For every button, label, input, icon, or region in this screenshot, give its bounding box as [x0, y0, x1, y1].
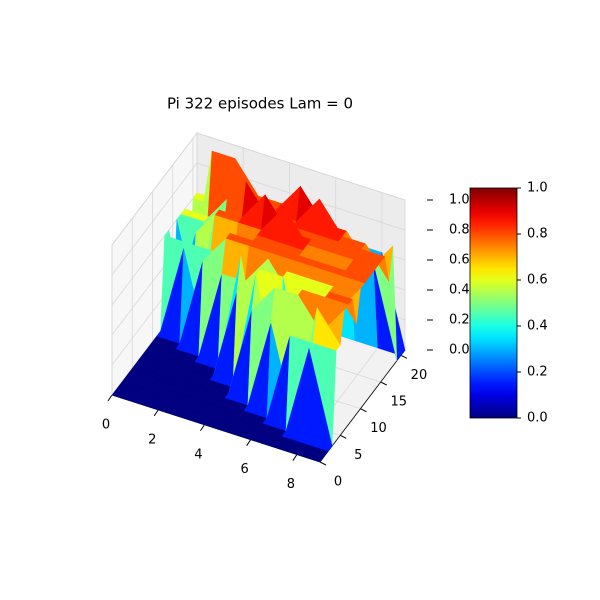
- colorbar-tick-label: 0.8: [527, 227, 548, 242]
- x-tick-label: 0: [102, 418, 110, 433]
- z-tick-label: 1.0: [449, 193, 470, 208]
- tick-mark: [246, 439, 252, 446]
- tick-mark: [153, 409, 159, 417]
- tick-mark: [400, 354, 408, 359]
- y-tick-label: 15: [390, 395, 407, 410]
- grid-line: [111, 162, 406, 276]
- tick-mark: [292, 454, 298, 461]
- surface-face: [221, 238, 250, 282]
- y-tick-label: 0: [334, 475, 342, 490]
- z-tick-label: 0.8: [449, 223, 470, 238]
- tick-mark: [107, 394, 113, 402]
- grid-line: [111, 132, 406, 246]
- y-tick-label: 20: [411, 368, 428, 383]
- x-tick-label: 4: [194, 447, 202, 462]
- colorbar-tick-label: 0.2: [527, 365, 548, 380]
- y-tick-label: 5: [354, 448, 362, 463]
- z-tick-label: 0.6: [449, 253, 470, 268]
- y-axis-line: [319, 349, 406, 463]
- tick-mark: [340, 434, 347, 439]
- colorbar-tick-label: 0.6: [527, 273, 548, 288]
- tick-mark: [380, 381, 387, 386]
- z-tick-label: 0.2: [449, 313, 470, 328]
- x-tick-label: 8: [287, 477, 295, 492]
- colorbar-tick-label: 0.4: [527, 319, 548, 334]
- z-tick-label: 0.0: [449, 343, 470, 358]
- z-tick-label: 0.4: [449, 283, 470, 298]
- chart-title: Pi 322 episodes Lam = 0: [167, 95, 353, 113]
- colorbar-tick-label: 1.0: [527, 181, 548, 196]
- y-tick-label: 10: [370, 421, 387, 436]
- tick-mark: [319, 461, 327, 466]
- tick-mark: [360, 408, 367, 413]
- colorbar: [469, 187, 518, 419]
- x-tick-label: 2: [148, 432, 156, 447]
- x-tick-label: 6: [241, 462, 249, 477]
- colorbar-tick-label: 0.0: [527, 411, 548, 426]
- tick-mark: [200, 424, 205, 432]
- surface-face: [296, 448, 325, 463]
